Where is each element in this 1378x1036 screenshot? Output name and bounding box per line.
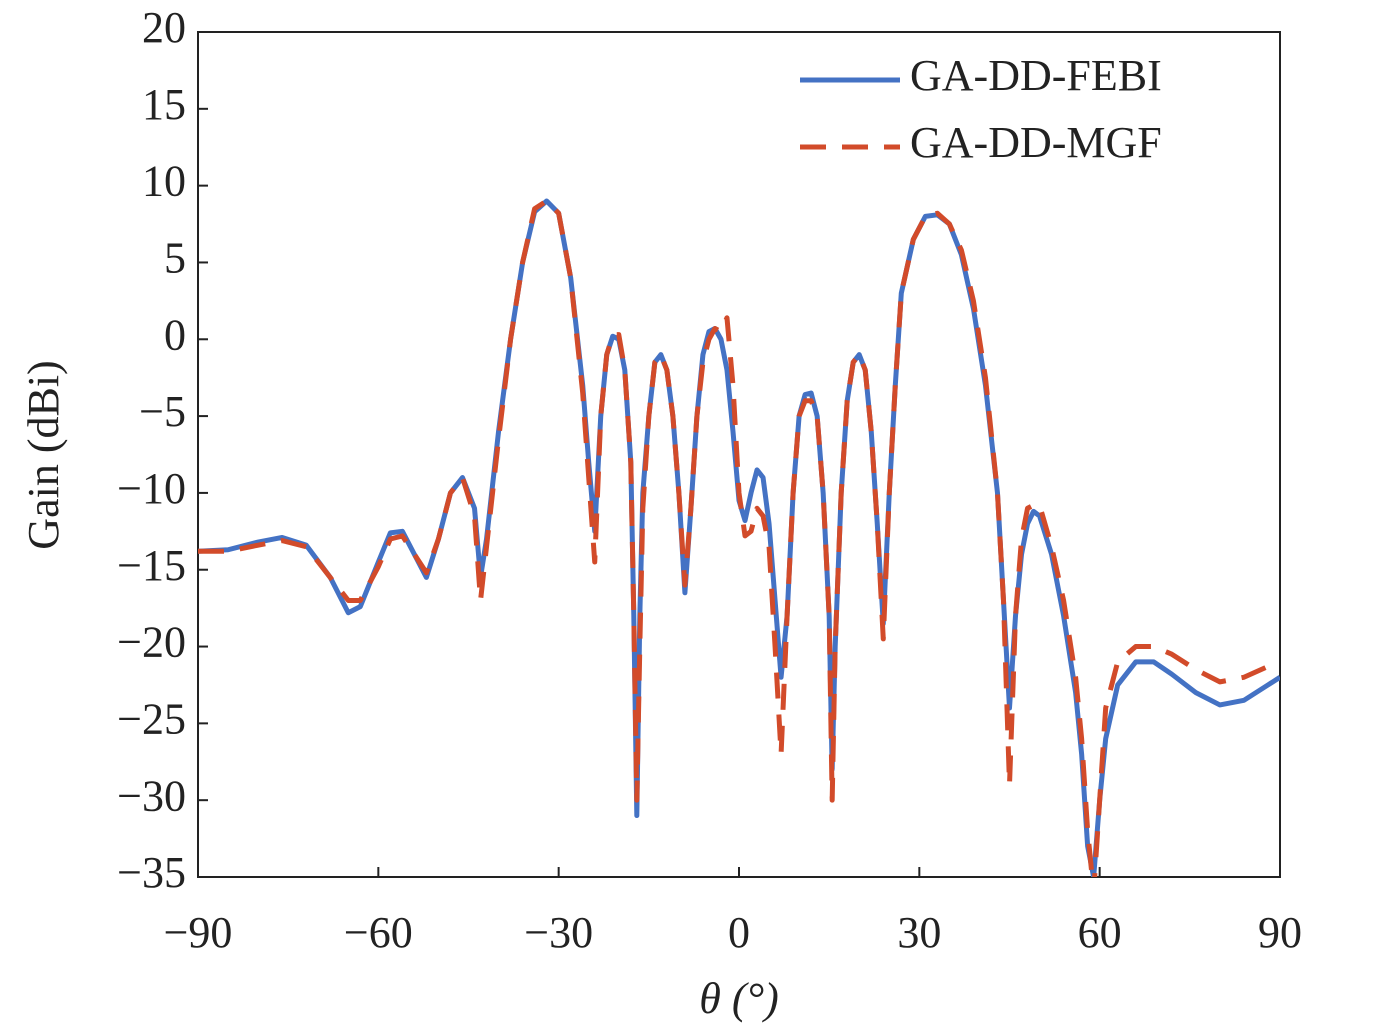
- y-tick-label: −30: [117, 771, 186, 820]
- y-tick-label: 15: [142, 80, 186, 129]
- x-tick-label: 60: [1078, 908, 1122, 957]
- series-line: [198, 198, 1280, 877]
- y-tick-label: −10: [117, 464, 186, 513]
- legend-label: GA-DD-MGF: [910, 118, 1162, 167]
- y-tick-label: 10: [142, 157, 186, 206]
- y-tick-label: 20: [142, 3, 186, 52]
- y-tick-label: 0: [164, 310, 186, 359]
- x-tick-label: −90: [164, 908, 233, 957]
- x-tick-label: 90: [1258, 908, 1302, 957]
- y-tick-label: −35: [117, 848, 186, 897]
- x-tick-label: −60: [344, 908, 413, 957]
- y-tick-label: −20: [117, 618, 186, 667]
- y-tick-label: 5: [164, 234, 186, 283]
- y-axis-label: Gain (dBi): [19, 360, 68, 549]
- x-axis-label: θ (°): [699, 974, 779, 1023]
- y-tick-label: −15: [117, 541, 186, 590]
- x-tick-label: 0: [728, 908, 750, 957]
- x-tick-label: 30: [897, 908, 941, 957]
- series-line: [198, 198, 1280, 877]
- x-tick-label: −30: [524, 908, 593, 957]
- legend-label: GA-DD-FEBI: [910, 51, 1162, 100]
- y-tick-label: −25: [117, 694, 186, 743]
- y-tick-label: −5: [139, 387, 186, 436]
